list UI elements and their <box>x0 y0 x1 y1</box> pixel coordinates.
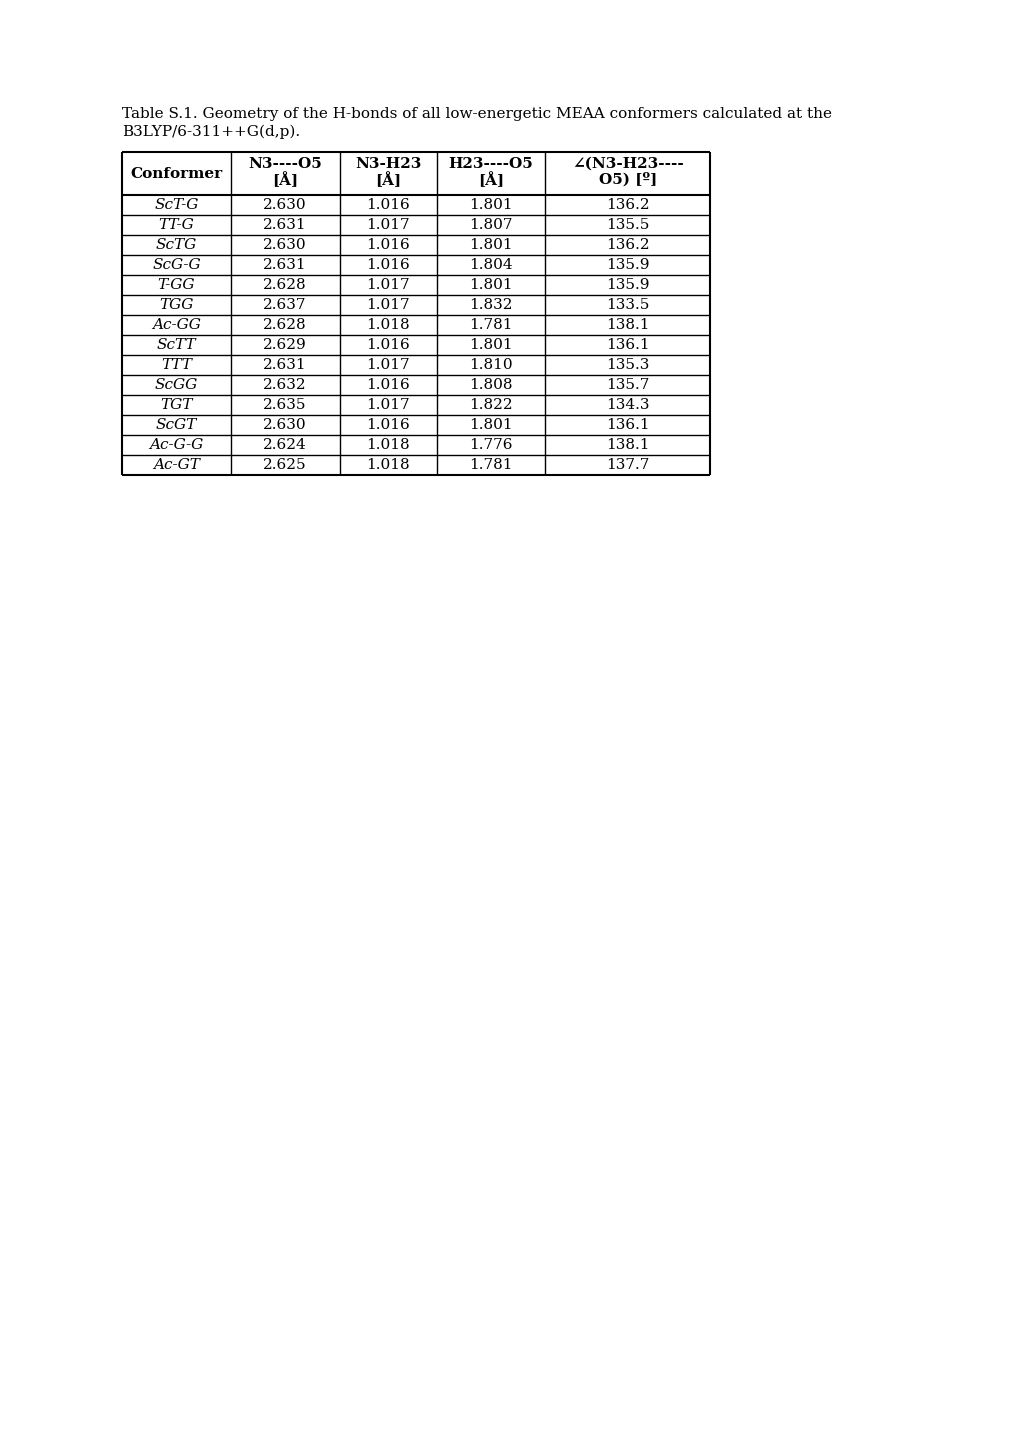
Text: TGG: TGG <box>159 299 194 312</box>
Text: 1.016: 1.016 <box>366 378 410 392</box>
Text: 1.018: 1.018 <box>366 439 410 452</box>
Text: 1.801: 1.801 <box>469 238 513 253</box>
Text: Conformer: Conformer <box>130 166 222 180</box>
Text: 135.7: 135.7 <box>605 378 649 392</box>
Text: 2.629: 2.629 <box>263 338 307 352</box>
Text: 1.017: 1.017 <box>366 358 410 372</box>
Text: 2.631: 2.631 <box>263 258 307 271</box>
Text: TT-G: TT-G <box>158 218 194 232</box>
Text: 1.801: 1.801 <box>469 338 513 352</box>
Text: 1.016: 1.016 <box>366 238 410 253</box>
Text: 2.632: 2.632 <box>263 378 307 392</box>
Text: 2.631: 2.631 <box>263 218 307 232</box>
Text: 1.017: 1.017 <box>366 398 410 413</box>
Text: 135.9: 135.9 <box>605 258 649 271</box>
Text: 135.5: 135.5 <box>605 218 649 232</box>
Text: 134.3: 134.3 <box>605 398 649 413</box>
Text: 2.628: 2.628 <box>263 317 307 332</box>
Text: 1.804: 1.804 <box>469 258 513 271</box>
Text: ∠(N3-H23----: ∠(N3-H23---- <box>572 157 683 172</box>
Text: 1.017: 1.017 <box>366 278 410 291</box>
Text: 1.776: 1.776 <box>469 439 513 452</box>
Text: 136.1: 136.1 <box>605 418 649 431</box>
Text: Ac-GG: Ac-GG <box>152 317 201 332</box>
Text: 2.624: 2.624 <box>263 439 307 452</box>
Text: 1.016: 1.016 <box>366 258 410 271</box>
Text: [Å]: [Å] <box>478 172 503 188</box>
Text: 1.801: 1.801 <box>469 418 513 431</box>
Text: 1.807: 1.807 <box>469 218 513 232</box>
Text: 1.016: 1.016 <box>366 338 410 352</box>
Text: 2.635: 2.635 <box>263 398 307 413</box>
Text: 136.2: 136.2 <box>605 238 649 253</box>
Text: 1.017: 1.017 <box>366 299 410 312</box>
Text: TTT: TTT <box>161 358 192 372</box>
Text: 2.628: 2.628 <box>263 278 307 291</box>
Text: [Å]: [Å] <box>272 172 298 188</box>
Text: 2.630: 2.630 <box>263 238 307 253</box>
Text: 138.1: 138.1 <box>605 439 649 452</box>
Text: ScGG: ScGG <box>155 378 198 392</box>
Text: 2.631: 2.631 <box>263 358 307 372</box>
Text: Table S.1. Geometry of the H-bonds of all low-energetic MEAA conformers calculat: Table S.1. Geometry of the H-bonds of al… <box>122 107 832 121</box>
Text: 1.018: 1.018 <box>366 457 410 472</box>
Text: 133.5: 133.5 <box>605 299 649 312</box>
Text: 1.808: 1.808 <box>469 378 513 392</box>
Text: 1.016: 1.016 <box>366 418 410 431</box>
Text: 1.017: 1.017 <box>366 218 410 232</box>
Text: 1.801: 1.801 <box>469 278 513 291</box>
Text: 136.2: 136.2 <box>605 198 649 212</box>
Text: [Å]: [Å] <box>375 172 400 188</box>
Text: 136.1: 136.1 <box>605 338 649 352</box>
Text: 1.018: 1.018 <box>366 317 410 332</box>
Text: T-GG: T-GG <box>158 278 195 291</box>
Text: O5) [º]: O5) [º] <box>598 173 656 188</box>
Text: ScGT: ScGT <box>156 418 197 431</box>
Text: 1.016: 1.016 <box>366 198 410 212</box>
Text: 135.3: 135.3 <box>605 358 649 372</box>
Text: 1.801: 1.801 <box>469 198 513 212</box>
Text: 1.822: 1.822 <box>469 398 513 413</box>
Text: ScG-G: ScG-G <box>152 258 201 271</box>
Text: ScT-G: ScT-G <box>154 198 199 212</box>
Text: H23----O5: H23----O5 <box>448 157 533 172</box>
Text: ScTT: ScTT <box>157 338 196 352</box>
Text: 1.832: 1.832 <box>469 299 513 312</box>
Text: N3-H23: N3-H23 <box>355 157 421 172</box>
Text: 138.1: 138.1 <box>605 317 649 332</box>
Text: ScTG: ScTG <box>156 238 197 253</box>
Text: 135.9: 135.9 <box>605 278 649 291</box>
Text: B3LYP/6-311++G(d,p).: B3LYP/6-311++G(d,p). <box>122 126 300 140</box>
Text: 137.7: 137.7 <box>605 457 649 472</box>
Text: 2.630: 2.630 <box>263 198 307 212</box>
Text: 2.630: 2.630 <box>263 418 307 431</box>
Text: 1.781: 1.781 <box>469 317 513 332</box>
Text: 1.781: 1.781 <box>469 457 513 472</box>
Text: TGT: TGT <box>160 398 193 413</box>
Text: 2.637: 2.637 <box>263 299 307 312</box>
Text: 1.810: 1.810 <box>469 358 513 372</box>
Text: Ac-G-G: Ac-G-G <box>149 439 204 452</box>
Text: N3----O5: N3----O5 <box>248 157 322 172</box>
Text: Ac-GT: Ac-GT <box>153 457 200 472</box>
Text: 2.625: 2.625 <box>263 457 307 472</box>
